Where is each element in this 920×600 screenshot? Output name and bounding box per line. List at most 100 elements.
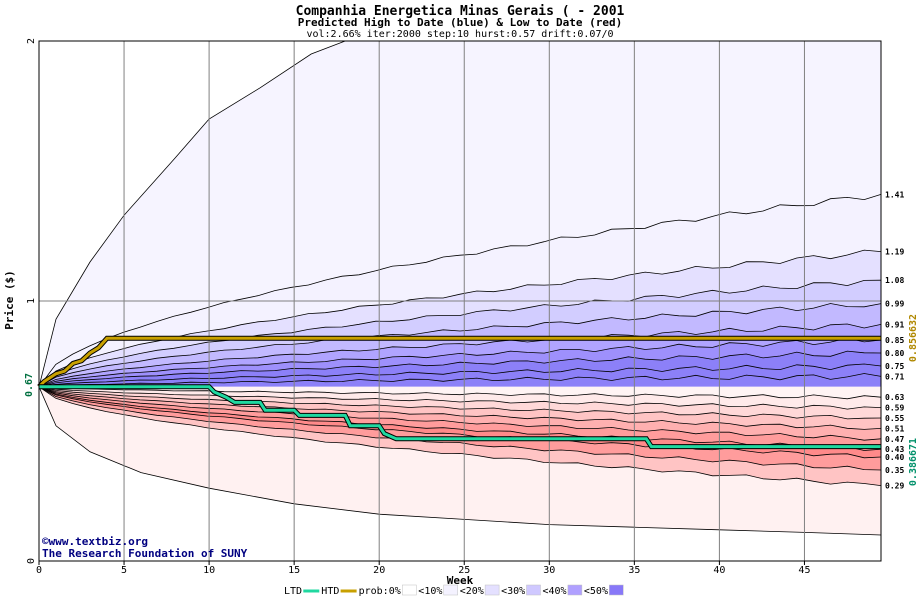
credit-org: The Research Foundation of SUNY (42, 547, 248, 560)
high-quantile-label-4: 0.91 (885, 320, 904, 329)
quantile-curve-14 (38, 386, 882, 451)
low-quantile-label-4: 0.47 (885, 435, 904, 444)
band-high-1 (39, 250, 881, 387)
ltd-end-label: 0.386671 (908, 438, 919, 486)
low-quantile-label-6: 0.40 (885, 453, 904, 462)
x-tick-label-15: 15 (288, 565, 300, 576)
quantile-curve-8 (38, 373, 882, 388)
band-high-tail (39, 41, 881, 387)
x-tick-label-10: 10 (203, 565, 215, 576)
quantile-curve-15 (38, 386, 882, 459)
x-tick-label-5: 5 (121, 565, 127, 576)
high-quantile-label-5: 0.85 (885, 336, 904, 345)
band-low-1 (39, 386, 881, 410)
quantile-curve-12 (38, 386, 882, 430)
legend-label-4: <20% (460, 586, 484, 597)
x-tick-label-45: 45 (798, 565, 810, 576)
y-tick-label-2: 2 (26, 38, 37, 44)
ltd-line (39, 385, 881, 449)
quantile-curve-11 (38, 386, 882, 420)
quantile-curve-9 (38, 386, 882, 400)
legend-swatch-4 (484, 584, 500, 596)
high-quantile-label-7: 0.75 (885, 362, 904, 371)
credit-url: ©www.textbiz.org (42, 535, 148, 548)
high-quantile-label-1: 1.19 (885, 248, 904, 257)
band-high-8 (39, 373, 881, 387)
high-quantile-label-0: 1.41 (885, 190, 904, 199)
low-quantile-label-7: 0.35 (885, 466, 904, 475)
start-price-label: 0.67 (24, 373, 35, 397)
band-high-0 (39, 194, 881, 387)
legend: LTD HTD prob:0% <10% <20% <30% <40% <50% (284, 584, 624, 597)
axes: 0 5 10 15 20 25 30 35 40 45 0 1 2 (26, 38, 882, 576)
legend-label-7: <50% (584, 586, 608, 597)
legend-swatch-2 (402, 584, 417, 596)
band-high-2 (39, 280, 881, 387)
quantile-curve-5 (38, 337, 882, 388)
band-low-3 (39, 386, 881, 430)
legend-swatch-3 (443, 584, 458, 596)
low-quantile-label-2: 0.55 (885, 414, 904, 423)
band-high-5 (39, 338, 881, 387)
high-quantile-label-2: 1.08 (885, 276, 904, 285)
probability-bands (38, 40, 882, 536)
legend-label-1: HTD (321, 586, 339, 597)
legend-label-6: <40% (543, 586, 567, 597)
y-tick-label-0: 0 (26, 558, 37, 564)
legend-label-3: <10% (418, 586, 442, 597)
band-low-6 (39, 386, 881, 458)
legend-label-5: <30% (501, 586, 525, 597)
legend-label-2: prob:0% (359, 586, 401, 597)
band-low-2 (39, 386, 881, 419)
low-quantile-label-3: 0.51 (885, 424, 904, 433)
x-tick-label-20: 20 (373, 565, 385, 576)
chart-title: Companhia Energetica Minas Gerais ( - 20… (296, 4, 625, 19)
band-low-8 (39, 386, 881, 486)
x-tick-label-30: 30 (543, 565, 555, 576)
chart-subtitle: Predicted High to Date (blue) & Low to D… (298, 16, 623, 29)
x-axis-label: Week (447, 574, 474, 587)
grid-lines (39, 41, 881, 561)
low-quantile-label-0: 0.63 (885, 393, 904, 402)
x-tick-label-0: 0 (36, 565, 42, 576)
high-quantile-label-3: 0.99 (885, 300, 904, 309)
x-tick-label-25: 25 (458, 565, 470, 576)
band-high-6 (39, 351, 881, 387)
quantile-curve-2 (38, 279, 882, 388)
x-tick-label-40: 40 (713, 565, 725, 576)
band-low-4 (39, 386, 881, 441)
band-high-3 (39, 303, 881, 387)
quantile-curve-0 (38, 194, 882, 388)
quantile-curve-7 (38, 363, 882, 388)
quantile-curve-13 (38, 386, 882, 441)
quantile-curve-10 (38, 386, 882, 410)
htd-line (37, 336, 881, 388)
band-high-7 (39, 364, 881, 387)
band-low-0 (39, 386, 881, 399)
y-axis-label: Price ($) (3, 270, 16, 330)
quantile-curve-17 (38, 386, 882, 486)
quantile-curve-16 (38, 386, 882, 471)
quantile-labels: 1.41 1.19 1.08 0.99 0.91 0.85 0.80 0.750.71 0.63… (885, 190, 904, 490)
legend-swatch-6 (567, 584, 583, 596)
band-low-5 (39, 386, 881, 451)
legend-swatch-5 (526, 584, 541, 596)
high-quantile-label-8: 0.71 (885, 372, 904, 381)
band-low-7 (39, 386, 881, 470)
high-quantile-label-6: 0.80 (885, 349, 904, 358)
legend-label-0: LTD (284, 586, 302, 597)
htd-end-label: 0.856632 (908, 314, 919, 362)
quantile-curve-3 (38, 303, 882, 388)
y-tick-label-1: 1 (26, 298, 37, 304)
quantile-curve-4 (38, 323, 882, 388)
chart-params: vol:2.66% iter:2000 step:10 hurst:0.57 d… (306, 29, 613, 40)
low-quantile-label-8: 0.29 (885, 482, 904, 491)
low-quantile-label-1: 0.59 (885, 404, 904, 413)
band-low-tail (39, 386, 881, 535)
low-quantile-label-5: 0.43 (885, 445, 904, 454)
series-lines (37, 335, 881, 450)
plot-frame (38, 40, 882, 562)
legend-swatch-7 (609, 584, 624, 596)
quantile-curve-6 (38, 350, 882, 388)
